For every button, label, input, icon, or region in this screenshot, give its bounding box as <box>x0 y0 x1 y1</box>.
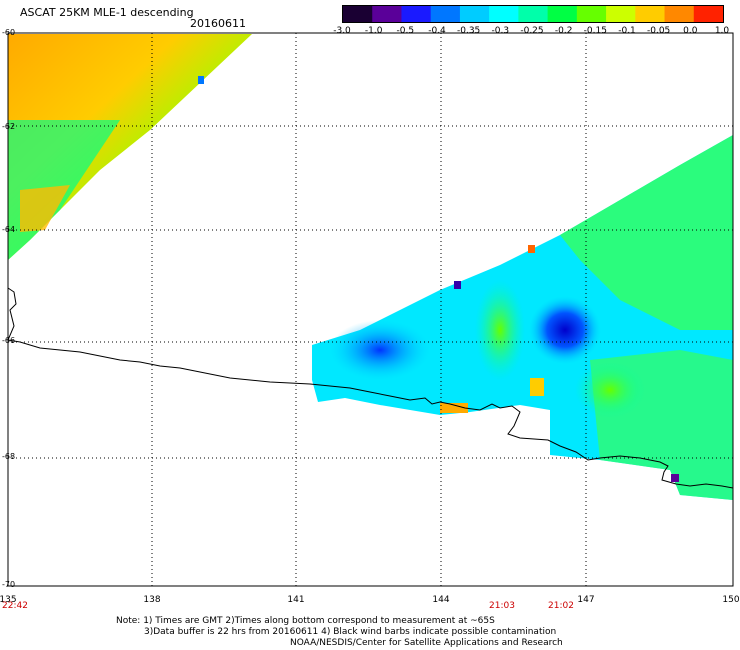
lat-label: -70 <box>2 580 16 589</box>
lat-label: -62 <box>2 122 16 131</box>
lat-lon-grid <box>8 33 733 586</box>
colorbar-swatch <box>547 6 578 22</box>
colorbar-swatch <box>635 6 666 22</box>
colorbar-swatch <box>430 6 461 22</box>
colorbar-swatch <box>606 6 636 22</box>
colorbar-tick-label: -0.2 <box>554 26 573 36</box>
time-label-2: 21:02 <box>548 601 574 611</box>
colorbar-tick-label: -1.0 <box>364 26 383 36</box>
colorbar <box>342 5 724 23</box>
colorbar-swatch <box>664 6 695 22</box>
colorbar-tick-label: -3.0 <box>333 26 351 36</box>
green-patch <box>575 362 645 418</box>
colorbar-swatch <box>343 6 373 22</box>
plot-frame <box>7 32 734 587</box>
product-title: ASCAT 25KM MLE-1 descending <box>20 6 194 19</box>
colorbar-tick-label: -0.3 <box>491 26 510 36</box>
colorbar-tick-label: -0.4 <box>428 26 446 36</box>
lat-label: -66 <box>2 336 16 345</box>
lon-label: 144 <box>432 595 450 605</box>
time-label-0: 22:42 <box>2 601 28 611</box>
low-blob-west <box>330 320 430 380</box>
lon-label: 141 <box>287 595 305 605</box>
colorbar-tick-label: -0.5 <box>396 26 415 36</box>
colorbar-swatch <box>459 6 490 22</box>
note-line-2: 3)Data buffer is 22 hrs from 20160611 4)… <box>144 627 557 637</box>
colorbar-swatches <box>343 6 723 22</box>
colorbar-swatch <box>576 6 607 22</box>
colorbar-tick-label: 1.0 <box>714 26 730 36</box>
purple-pixel-2 <box>454 281 461 289</box>
lon-label: 138 <box>143 595 161 605</box>
low-blob-center <box>529 296 601 364</box>
lat-label: -60 <box>2 28 16 37</box>
colorbar-tick-label: -0.15 <box>583 26 607 36</box>
swath-main-green-east <box>560 135 733 330</box>
lon-label: 147 <box>577 595 595 605</box>
colorbar-tick-label: -0.1 <box>618 26 636 36</box>
orange-patch <box>440 403 468 413</box>
coastline <box>7 287 734 489</box>
swath-blue-pixel <box>198 76 204 84</box>
colorbar-tick-label: -0.05 <box>647 26 671 36</box>
colorbar-tick-label: -0.35 <box>457 26 481 36</box>
swath-upper-left <box>8 34 252 260</box>
product-date: 20160611 <box>190 17 246 30</box>
note-line-3: NOAA/NESDIS/Center for Satellite Applica… <box>290 638 563 648</box>
lat-label: -64 <box>2 225 16 234</box>
colorbar-tick-label: 0.0 <box>683 26 698 36</box>
purple-pixel <box>671 474 679 482</box>
lon-label: 150 <box>722 595 740 605</box>
swath-upper-left-orange <box>20 185 70 232</box>
green-patch-2 <box>475 280 525 380</box>
colorbar-swatch <box>372 6 402 22</box>
note-line-1: Note: 1) Times are GMT 2)Times along bot… <box>116 616 495 626</box>
lat-label: -68 <box>2 452 16 461</box>
colorbar-swatch <box>489 6 519 22</box>
colorbar-swatch <box>693 6 723 22</box>
colorbar-swatch <box>401 6 432 22</box>
colorbar-swatch <box>518 6 549 22</box>
orange-pixel <box>528 245 535 253</box>
time-label-1: 21:03 <box>489 601 515 611</box>
orange-patch-2 <box>530 378 544 396</box>
lon-label: 135 <box>0 595 17 605</box>
colorbar-tick-label: -0.25 <box>520 26 544 36</box>
